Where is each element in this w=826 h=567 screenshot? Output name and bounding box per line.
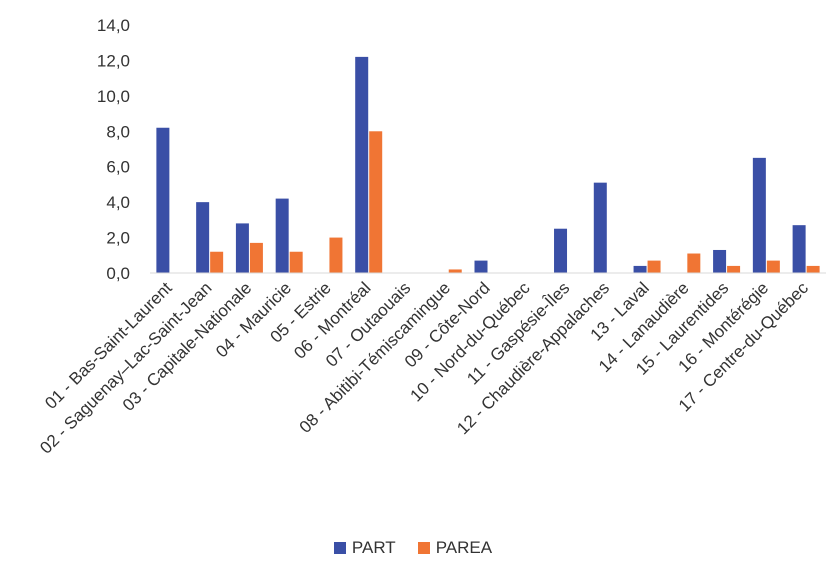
y-tick-label: 2,0 [106,229,130,248]
bars [156,56,820,274]
legend-swatch-parea [417,542,430,554]
bar-part [156,127,170,273]
legend-swatch-part [333,542,346,554]
bar-parea [448,269,462,273]
bar-parea [210,251,224,273]
y-tick-label: 10,0 [97,87,130,106]
bar-parea [329,237,343,273]
bar-parea [806,265,820,273]
legend-item-part: PART [333,538,396,558]
y-tick-label: 6,0 [106,158,130,177]
y-tick-label: 8,0 [106,122,130,141]
legend-label-parea: PAREA [435,538,493,557]
bar-parea [289,251,303,273]
bar-part [792,225,806,273]
bar-part [593,182,607,273]
legend-label-part: PART [351,538,396,557]
bar-part [752,157,766,273]
bar-parea [647,260,661,273]
y-axis-tick-labels: 0,0 2,0 4,0 6,0 8,0 10,0 12,0 14,0 [97,16,130,283]
y-tick-label: 14,0 [97,16,130,35]
bar-part [474,260,488,273]
bar-parea [727,265,741,273]
y-tick-label: 12,0 [97,51,130,70]
bar-part [355,56,369,274]
bar-part [196,202,210,273]
bar-part [713,249,727,273]
x-tick-label: 02 - Saguenay–Lac-Saint-Jean [36,278,215,457]
bar-parea [766,260,780,273]
bar-part [554,228,568,273]
y-tick-label: 4,0 [106,193,130,212]
bar-parea [369,131,383,273]
legend: PART PAREA [0,536,826,560]
legend-item-parea: PAREA [417,538,493,558]
y-tick-label: 0,0 [106,264,130,283]
bar-part [633,265,647,273]
bar-parea [249,242,263,273]
bar-part [235,223,249,273]
bar-part [275,198,289,273]
bar-parea [687,253,701,273]
